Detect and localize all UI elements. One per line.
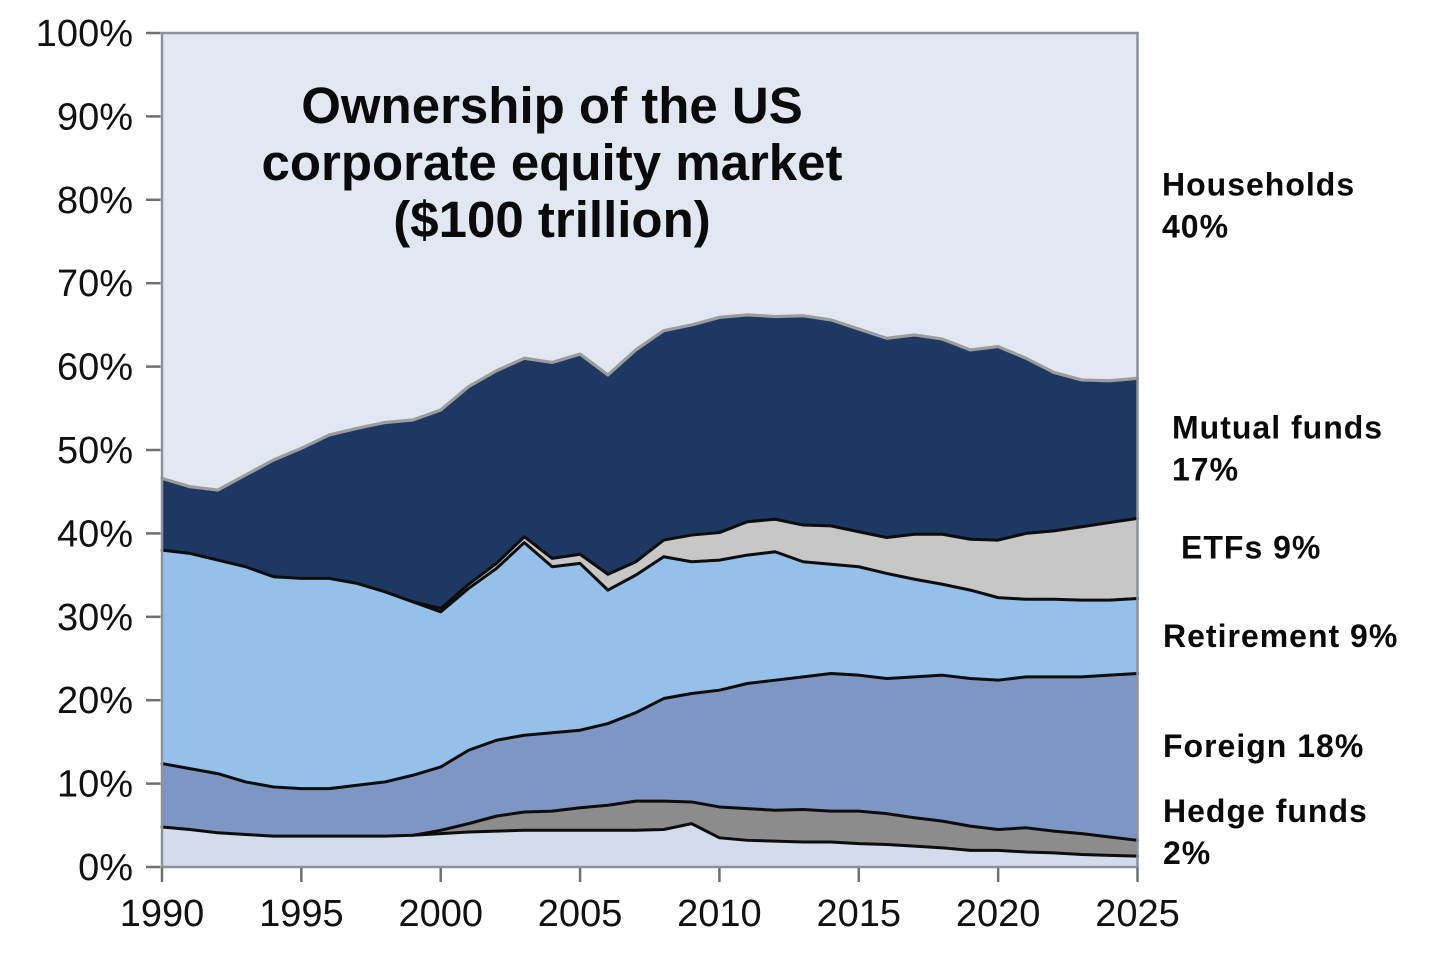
x-tick-label: 2020 [956,893,1041,935]
x-tick-label: 2025 [1095,893,1180,935]
x-tick-label: 2010 [677,893,762,935]
chart-title-line: Ownership of the US [301,77,803,134]
series-label-hedge-funds: 2% [1163,835,1211,871]
x-tick-label: 2005 [538,893,623,935]
y-tick-label: 90% [57,96,133,138]
chart-title-line: corporate equity market [261,134,842,191]
outline-foreign [160,672,1139,791]
y-tick-label: 100% [36,13,133,55]
area-retirement [162,542,1138,789]
series-label-households: Households [1162,167,1355,203]
y-tick-label: 30% [57,597,133,639]
outline-hedge-funds [411,799,1139,842]
area-foreign [162,673,1138,841]
area-unlabeled-bottom-band [162,823,1138,867]
outline-retirement [160,541,1139,614]
x-tick-label: 2015 [817,893,902,935]
x-tick-label: 1990 [120,893,205,935]
y-tick-label: 60% [57,347,133,389]
series-label-mutual-funds: 17% [1172,451,1239,487]
x-tick-label: 1995 [259,893,344,935]
series-label-etfs: ETFs 9% [1181,529,1321,565]
y-tick-label: 40% [57,513,133,555]
area-mutual-funds [162,314,1138,609]
series-label-households: 40% [1162,209,1229,245]
y-tick-label: 0% [78,847,133,889]
y-tick-label: 80% [57,180,133,222]
series-label-retirement: Retirement 9% [1163,618,1398,654]
series-labels: Hedge funds 2% Foreign 18% Retirement 9% ETF… [1162,167,1398,872]
plot-border [160,31,1139,869]
series-label-mutual-funds: Mutual funds [1172,409,1383,445]
area-households [162,33,1138,491]
outline-etfs [411,516,1139,610]
x-tick-label: 2000 [398,893,483,935]
chart-title-line: ($100 trillion) [393,191,710,248]
band-outlines [160,313,1140,858]
y-tick-label: 70% [57,263,133,305]
series-label-foreign: Foreign 18% [1163,728,1364,764]
y-tick-label: 10% [57,764,133,806]
axes: 0% 10% 20% 30% 40% 50% 60% 70% 80% 90% 100% 1990 199… [36,13,1180,935]
y-tick-label: 50% [57,430,133,472]
series-label-hedge-funds: Hedge funds [1163,793,1368,829]
outline-mutual-funds [160,313,1140,492]
outline-unlabeled-bottom-band [160,822,1139,858]
y-tick-label: 20% [57,680,133,722]
area-fills [162,33,1138,867]
